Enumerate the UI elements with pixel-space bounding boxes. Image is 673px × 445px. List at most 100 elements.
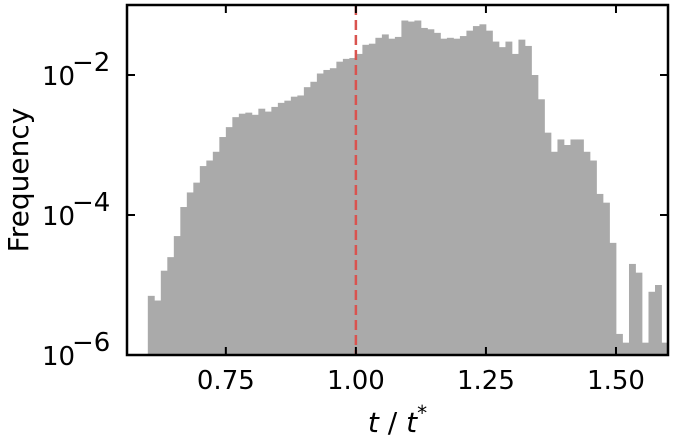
histogram-bar <box>635 272 643 355</box>
histogram-bar <box>511 53 519 356</box>
histogram-bar <box>245 112 253 355</box>
histogram-bar <box>316 73 324 356</box>
x-axis-label: t / t* <box>368 401 427 439</box>
x-tick-label: 1.50 <box>587 366 645 396</box>
x-label-sep: / <box>379 406 406 439</box>
histogram-bar <box>160 270 168 355</box>
x-axis-ticks: 0.75 1.00 1.25 1.50 <box>197 5 645 396</box>
histogram-bar <box>401 20 409 356</box>
histogram-bar <box>342 58 350 356</box>
y-tick-label: 10 <box>42 342 75 372</box>
histogram-bar <box>531 75 539 355</box>
histogram-bar <box>479 24 487 356</box>
histogram-bars <box>147 20 669 356</box>
histogram-bar <box>167 257 175 355</box>
y-tick-label: 10 <box>42 62 75 92</box>
histogram-bar <box>420 27 428 355</box>
x-tick-label: 1.25 <box>457 366 515 396</box>
histogram-bar <box>563 145 571 355</box>
histogram-bar <box>329 68 337 355</box>
histogram-bar <box>440 38 448 355</box>
histogram-bar <box>557 139 565 355</box>
histogram-bar <box>609 242 617 355</box>
histogram-bar <box>498 47 506 355</box>
histogram-bar <box>453 38 461 355</box>
histogram-bar <box>388 38 396 355</box>
histogram-bar <box>284 100 292 355</box>
histogram-bar <box>427 29 435 356</box>
histogram-bar <box>661 342 669 355</box>
histogram-bar <box>225 127 233 355</box>
histogram-bar <box>505 41 513 355</box>
histogram-bar <box>459 36 467 356</box>
histogram-bar <box>655 285 662 355</box>
histogram-bar <box>154 300 162 355</box>
histogram-bar <box>602 202 610 355</box>
histogram-bar <box>349 57 357 356</box>
histogram-bar <box>173 236 181 355</box>
histogram-bar <box>277 102 285 355</box>
histogram-bar <box>589 160 597 355</box>
histogram-bar <box>362 44 370 356</box>
histogram-bar <box>180 207 188 355</box>
histogram-bar <box>648 291 656 355</box>
y-axis-label: Frequency <box>2 108 35 253</box>
histogram-bar <box>258 108 266 355</box>
histogram-bar <box>303 87 311 356</box>
histogram-bar <box>219 137 227 355</box>
y-axis-ticks: 10−610−410−2 <box>42 48 668 372</box>
histogram-bar <box>596 193 604 355</box>
histogram-bar <box>414 20 422 356</box>
histogram-bar <box>264 111 272 355</box>
x-tick-label: 1.00 <box>327 366 385 396</box>
histogram-bar <box>232 117 240 355</box>
histogram-bar <box>446 37 454 356</box>
histogram-bar <box>323 69 331 355</box>
histogram-bar <box>433 32 441 356</box>
y-tick-label-exponent: −4 <box>72 188 110 218</box>
histogram-bar <box>472 26 480 355</box>
histogram-bar <box>355 53 363 356</box>
histogram-bar <box>381 34 389 356</box>
histogram-bar <box>147 295 155 355</box>
histogram-bar <box>518 39 526 355</box>
histogram-bar <box>297 95 305 355</box>
histogram-bar <box>271 106 279 355</box>
histogram-bar <box>375 37 383 356</box>
x-tick-label: 0.75 <box>197 366 255 396</box>
histogram-bar <box>290 96 298 355</box>
histogram-bar <box>583 151 591 355</box>
histogram-bar <box>310 81 318 355</box>
x-label-var: t <box>406 406 418 439</box>
histogram-bar <box>368 43 376 355</box>
x-label-var: t <box>368 406 380 439</box>
histogram-bar <box>537 99 545 355</box>
histogram-bar <box>485 30 493 355</box>
histogram-bar <box>238 113 246 355</box>
y-tick-label: 10 <box>42 202 75 232</box>
histogram-bar <box>492 41 500 355</box>
histogram-bar <box>544 132 552 355</box>
histogram-bar <box>628 263 636 355</box>
plot-frame <box>125 3 670 357</box>
histogram-bar <box>407 21 415 356</box>
histogram-bar <box>212 151 220 355</box>
histogram-bar <box>193 182 201 355</box>
histogram-bar <box>641 342 649 355</box>
histogram-bar <box>622 342 630 355</box>
histogram-bar <box>186 192 194 355</box>
histogram-bar <box>550 151 558 355</box>
histogram-bar <box>206 160 214 355</box>
histogram-bar <box>576 139 584 355</box>
histogram-bar <box>199 166 207 355</box>
histogram-bar <box>524 45 532 355</box>
histogram-bar <box>251 114 259 355</box>
histogram-bar <box>570 139 578 355</box>
histogram-bar <box>466 30 474 355</box>
y-tick-label-exponent: −2 <box>72 48 110 78</box>
histogram-bar <box>394 36 402 356</box>
histogram-bar <box>615 333 623 355</box>
y-tick-label-exponent: −6 <box>72 328 110 358</box>
histogram-bar <box>336 61 344 356</box>
